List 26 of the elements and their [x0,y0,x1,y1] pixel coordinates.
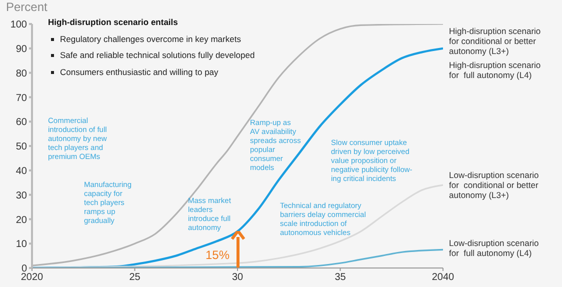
x-tick-label: 35 [334,272,346,284]
series-label: High-disruption scenario for full autonomy (L4) [449,60,541,80]
y-tick-label: 50 [16,142,28,153]
annotation: 15% [206,248,230,262]
annotation: Safe and reliable technical solutions fully developed [60,50,255,60]
x-tick-label: 30 [232,272,244,284]
x-tick-label: 25 [129,272,141,284]
y-tick-label: 40 [16,166,28,177]
y-tick-label: 70 [16,92,28,104]
y-tick-label: 80 [16,68,28,80]
x-tick-label: 2040 [432,272,455,284]
y-tick-label: 30 [16,190,28,202]
series-label: High-disruption scenario for conditional or better autonomy (L3+) [449,26,541,56]
y-tick-label: 90 [16,44,28,55]
y-tick-label: 60 [16,117,28,128]
y-tick-label: 10 [16,239,28,250]
y-axis-title: Percent [6,0,48,14]
annotation: Regulatory challenges overcome in key markets [60,34,241,44]
x-tick-label: 2020 [20,272,44,284]
annotation: Consumers enthusiastic and willing to pay [60,67,218,77]
y-tick-label: 100 [10,20,28,31]
annotation: High-disruption scenario entails [48,17,178,27]
series-label: Low-disruption scenario for full autonomy (L4) [449,238,539,258]
y-tick-label: 20 [16,214,28,226]
line-series [32,248,443,268]
series-label: Low-disruption scenario for conditional or better autonomy (L3+) [449,170,539,200]
